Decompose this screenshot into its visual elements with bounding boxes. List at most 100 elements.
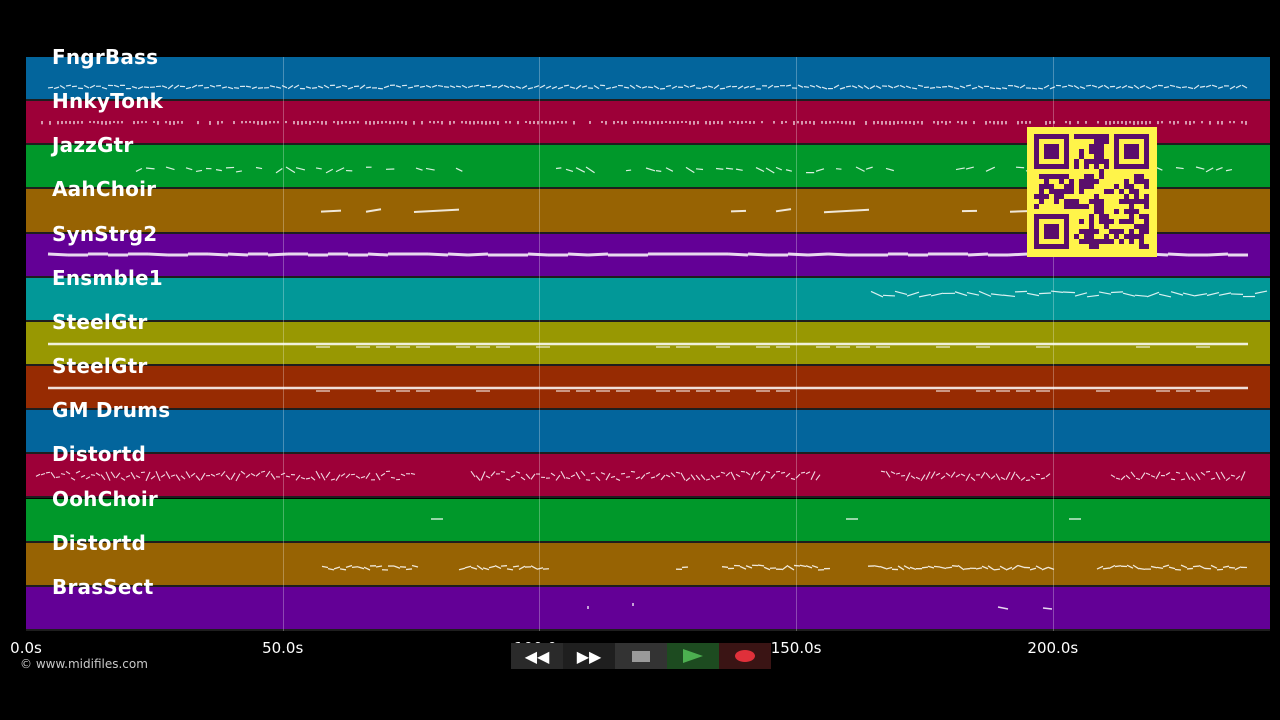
note [781, 564, 789, 571]
track-row[interactable]: OohChoir [26, 487, 1270, 543]
note [275, 168, 283, 174]
note [35, 474, 41, 478]
note [790, 478, 796, 481]
note [221, 86, 228, 89]
note [257, 87, 264, 89]
time-gridline [1052, 57, 1054, 631]
note [595, 476, 601, 482]
track-name-label: GM Drums [52, 398, 171, 423]
note [715, 168, 724, 171]
note [951, 564, 959, 567]
note [730, 471, 736, 481]
note [315, 471, 321, 480]
note [863, 85, 870, 90]
rewind-button[interactable]: ◀◀ [511, 643, 563, 669]
note-lane [870, 290, 1268, 298]
track-row[interactable]: SteelGtr [26, 354, 1270, 411]
note [1155, 471, 1161, 480]
note [250, 473, 256, 477]
note [365, 472, 371, 480]
note [380, 473, 386, 477]
note [145, 472, 151, 482]
note [180, 475, 186, 480]
note [1025, 479, 1031, 482]
note [461, 84, 468, 89]
track-row[interactable]: BrasSect [26, 575, 1270, 631]
stop-button[interactable] [615, 643, 667, 669]
note [55, 476, 61, 479]
note [727, 252, 749, 257]
note [775, 167, 783, 171]
note [665, 84, 672, 88]
note [1002, 294, 1016, 297]
track-name-label: Ensmble1 [52, 265, 163, 290]
note [335, 474, 341, 482]
note [747, 252, 769, 257]
note [799, 564, 807, 567]
note [287, 85, 294, 90]
note [497, 84, 504, 89]
note [200, 473, 206, 481]
note [785, 473, 791, 478]
note [335, 167, 345, 173]
note [425, 84, 432, 89]
note [918, 293, 932, 298]
note [635, 476, 641, 480]
note [1181, 86, 1188, 89]
note [47, 252, 69, 257]
note [966, 291, 980, 296]
note [993, 568, 1001, 571]
note [909, 566, 917, 570]
track-row[interactable]: SteelGtr [26, 310, 1270, 367]
track-row[interactable]: Ensmble1 [26, 266, 1270, 322]
play-button[interactable] [667, 643, 719, 669]
note [757, 564, 765, 567]
record-button[interactable] [719, 643, 771, 669]
track-row[interactable]: FngrBass [26, 45, 1270, 102]
note [1210, 477, 1216, 481]
note [1175, 86, 1182, 89]
note [1000, 477, 1006, 481]
note [895, 472, 901, 475]
note [575, 167, 586, 174]
note [690, 474, 696, 481]
track-row[interactable]: Distortd [26, 442, 1270, 499]
note [345, 564, 353, 568]
note [161, 85, 168, 89]
note [265, 471, 271, 478]
note [1126, 564, 1134, 569]
note [1130, 471, 1136, 478]
note [1254, 290, 1268, 294]
note [1019, 84, 1026, 89]
note [45, 472, 51, 474]
note [521, 85, 528, 89]
note [750, 472, 756, 481]
note [882, 294, 896, 297]
note [1010, 471, 1016, 481]
note [1110, 474, 1116, 479]
time-gridline [282, 57, 284, 631]
fast-forward-button[interactable]: ▶▶ [563, 643, 615, 669]
note [815, 474, 821, 481]
note [500, 471, 506, 474]
note [1195, 166, 1205, 171]
note-lane [48, 386, 1248, 392]
track-row[interactable]: Distortd [26, 531, 1270, 587]
note [407, 86, 414, 89]
note [1234, 565, 1242, 570]
track-name-label: Distortd [52, 442, 147, 467]
track-row[interactable]: GM Drums [26, 398, 1270, 455]
note [89, 84, 96, 89]
note [545, 85, 552, 89]
note [953, 87, 960, 90]
note [945, 472, 951, 477]
note [1180, 478, 1186, 481]
note [443, 86, 450, 88]
note [1062, 291, 1076, 293]
note [215, 169, 222, 172]
note [160, 474, 166, 479]
note [393, 565, 401, 569]
qr-code-icon[interactable] [1027, 127, 1157, 257]
note [1029, 567, 1037, 571]
note [1175, 472, 1181, 475]
